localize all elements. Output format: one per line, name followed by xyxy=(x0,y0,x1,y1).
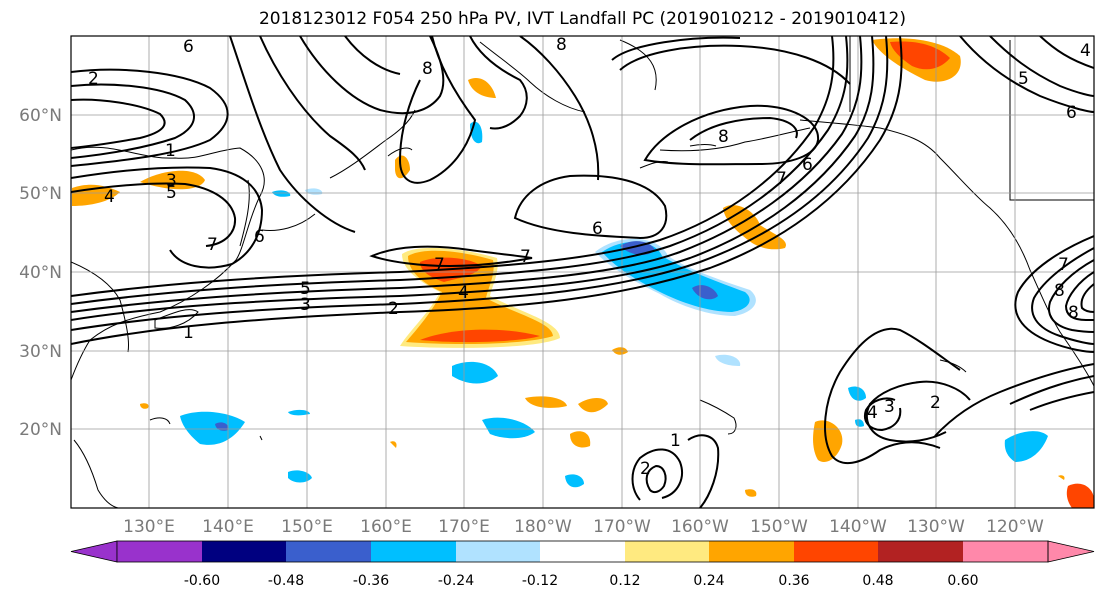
contour-label: 8 xyxy=(422,59,433,79)
graticule xyxy=(71,36,1094,508)
contour-label: 8 xyxy=(1054,281,1065,301)
colorbar-extend-low xyxy=(70,540,118,563)
colorbar-segment xyxy=(540,541,625,562)
colorbar-segment xyxy=(878,541,963,562)
contour-label: 7 xyxy=(434,255,445,275)
contour-label: 5 xyxy=(166,183,177,203)
lon-label: 140°W xyxy=(829,517,887,537)
colorbar-tick-label: -0.36 xyxy=(353,573,389,589)
contour-label: 4 xyxy=(104,187,115,207)
contour-label: 3 xyxy=(300,295,311,315)
lon-label: 140°E xyxy=(202,517,254,537)
colorbar-ticks: -0.60 -0.48 -0.36 -0.24 -0.12 0.12 0.24 … xyxy=(184,573,979,589)
contour-label: 7 xyxy=(520,247,531,267)
colorbar-tick-label: -0.60 xyxy=(184,573,220,589)
contour-label: 7 xyxy=(1058,255,1069,275)
lon-label: 130°W xyxy=(907,517,965,537)
lon-label: 170°E xyxy=(438,517,490,537)
contour-label: 3 xyxy=(166,171,177,191)
positive-anomaly xyxy=(72,38,1094,508)
colorbar-tick-label: -0.12 xyxy=(522,573,558,589)
contour-label: 2 xyxy=(88,69,99,89)
colorbar-segment xyxy=(117,541,202,562)
contour-label: 2 xyxy=(930,393,941,413)
colorbar-segment xyxy=(709,541,794,562)
lon-label: 170°W xyxy=(593,517,651,537)
colorbar-segment xyxy=(794,541,878,562)
colorbar-segment xyxy=(456,541,540,562)
latitude-labels: 60°N 50°N 40°N 30°N 20°N xyxy=(19,106,62,440)
contour-label: 2 xyxy=(640,459,651,479)
lon-label: 130°E xyxy=(123,517,175,537)
contour-label: 1 xyxy=(183,323,194,343)
contour-label: 6 xyxy=(802,155,813,175)
ivt-shading xyxy=(72,38,1094,508)
lat-label: 40°N xyxy=(19,263,62,283)
colorbar-tick-label: 0.36 xyxy=(778,573,809,589)
contour-label: 5 xyxy=(1018,69,1029,89)
lat-label: 60°N xyxy=(19,106,62,126)
contour-label: 2 xyxy=(388,299,399,319)
contour-label: 1 xyxy=(165,141,176,161)
contour-label: 7 xyxy=(207,235,218,255)
contour-label: 4 xyxy=(867,403,878,423)
lat-label: 50°N xyxy=(19,184,62,204)
colorbar-tick-label: 0.60 xyxy=(947,573,978,589)
contour-label: 6 xyxy=(254,227,265,247)
contour-label: 4 xyxy=(458,283,469,303)
contour-label: 8 xyxy=(556,35,567,55)
lon-label: 180°W xyxy=(514,517,572,537)
lon-label: 160°E xyxy=(360,517,412,537)
colorbar-segment xyxy=(371,541,456,562)
colorbar-tick-label: -0.24 xyxy=(438,573,474,589)
pv-contours xyxy=(71,36,1094,508)
colorbar-segment xyxy=(286,541,371,562)
colorbar-frame xyxy=(116,540,1049,563)
contour-label: 1 xyxy=(670,431,681,451)
contour-label: 6 xyxy=(183,37,194,57)
contour-label: 4 xyxy=(1080,41,1091,61)
lat-label: 30°N xyxy=(19,342,62,362)
contour-label: 7 xyxy=(776,169,787,189)
lon-label: 150°E xyxy=(281,517,333,537)
contour-labels: 6 2 1 3 4 5 7 6 5 3 1 2 4 7 7 6 8 8 8 6 … xyxy=(88,35,1091,479)
lon-label: 160°W xyxy=(671,517,729,537)
contour-label: 6 xyxy=(1066,103,1077,123)
colorbar-extend-high xyxy=(1047,540,1095,563)
contour-label: 6 xyxy=(592,219,603,239)
colorbar xyxy=(70,540,1095,563)
contour-label: 5 xyxy=(300,279,311,299)
contour-label: 8 xyxy=(718,127,729,147)
colorbar-tick-label: 0.24 xyxy=(693,573,724,589)
lat-label: 20°N xyxy=(19,420,62,440)
lon-label: 150°W xyxy=(750,517,808,537)
map-title: 2018123012 F054 250 hPa PV, IVT Landfall… xyxy=(258,9,906,29)
colorbar-segment xyxy=(963,541,1048,562)
colorbar-segment xyxy=(202,541,286,562)
colorbar-tick-label: 0.48 xyxy=(862,573,893,589)
colorbar-tick-label: 0.12 xyxy=(609,573,640,589)
longitude-labels: 130°E 140°E 150°E 160°E 170°E 180°W 170°… xyxy=(123,517,1044,537)
colorbar-tick-label: -0.48 xyxy=(268,573,304,589)
contour-label: 8 xyxy=(1068,303,1079,323)
lon-label: 120°W xyxy=(986,517,1044,537)
contour-label: 3 xyxy=(884,397,895,417)
colorbar-segment xyxy=(625,541,709,562)
map-frame xyxy=(70,35,1095,509)
